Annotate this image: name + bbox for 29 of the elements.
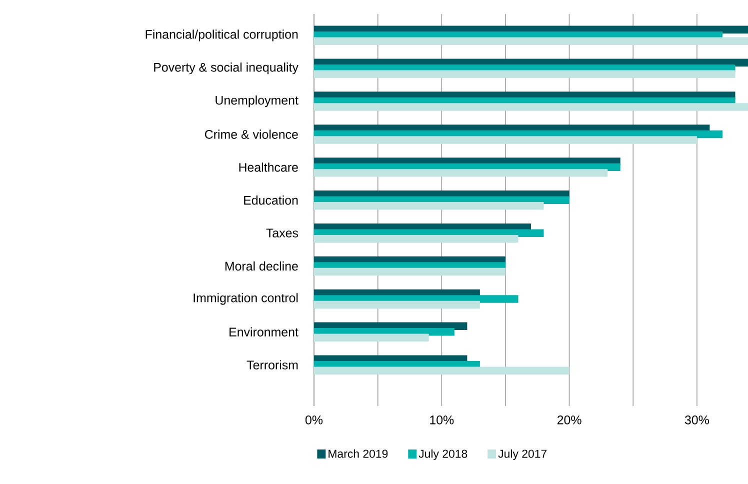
y-tick-label: Poverty & social inequality — [154, 62, 298, 74]
y-tick-label: Moral decline — [225, 261, 298, 271]
bar — [314, 300, 480, 309]
x-tick-label: 30% — [684, 416, 709, 424]
bar — [314, 37, 748, 46]
bar — [314, 136, 697, 144]
y-tick-label: Terrorism — [246, 360, 298, 370]
bar — [314, 202, 544, 210]
y-tick-label: Unemployment — [216, 95, 298, 108]
bar — [314, 334, 429, 342]
bar — [314, 103, 748, 111]
x-tick-label: 20% — [557, 416, 582, 424]
y-tick-label: Taxes — [266, 228, 298, 238]
y-tick-label: Financial/political corruption — [146, 30, 298, 42]
bar — [314, 234, 518, 243]
bar — [314, 70, 736, 78]
legend-label: July 2017 — [498, 449, 547, 460]
bar — [314, 366, 570, 374]
y-tick-label: Healthcare — [239, 162, 298, 172]
bar — [314, 169, 608, 177]
bar — [314, 268, 506, 276]
x-tick-label: 0% — [305, 416, 323, 424]
y-tick-label: Immigration control — [194, 293, 298, 305]
legend-label: March 2019 — [328, 449, 388, 458]
y-tick-label: Environment — [230, 327, 298, 336]
legend-label: July 2018 — [418, 449, 468, 460]
y-tick-label: Crime & violence — [204, 130, 298, 139]
x-tick-label: 10% — [430, 416, 454, 424]
y-tick-label: Education — [244, 196, 298, 205]
